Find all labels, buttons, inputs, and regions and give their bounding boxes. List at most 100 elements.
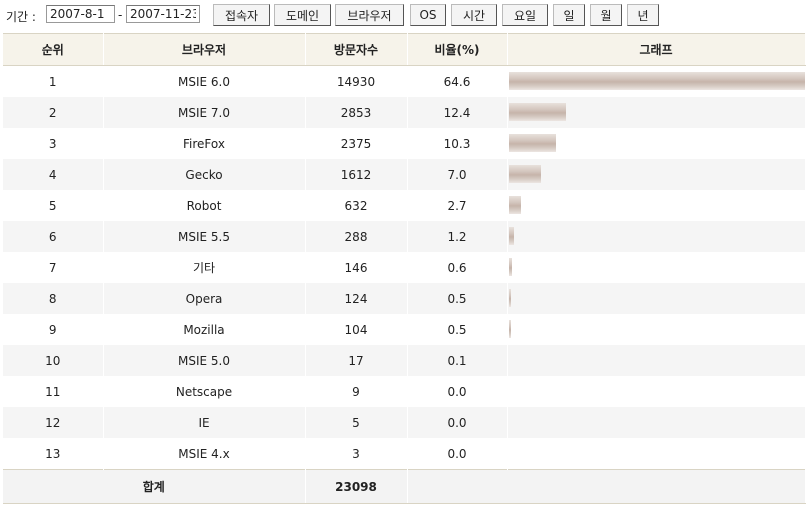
visitors-cell: 2853 [305, 97, 408, 128]
graph-cell [507, 97, 806, 128]
graph-cell [507, 407, 806, 438]
browser-cell: FireFox [103, 128, 306, 159]
rank-cell: 13 [3, 438, 104, 470]
browser-cell: MSIE 7.0 [103, 97, 306, 128]
domain-button[interactable]: 도메인 [274, 4, 331, 26]
table-row: 5 Robot 632 2.7 [3, 190, 806, 221]
browser-header: 브라우저 [103, 33, 306, 66]
rank-cell: 11 [3, 376, 104, 407]
date-separator: - [118, 8, 123, 22]
ratio-cell: 0.0 [407, 376, 508, 407]
visitors-header: 방문자수 [305, 33, 408, 66]
rank-cell: 1 [3, 65, 104, 97]
table-row: 12 IE 5 0.0 [3, 407, 806, 438]
browser-cell: Mozilla [103, 314, 306, 345]
time-button[interactable]: 시간 [451, 4, 497, 26]
browser-cell: IE [103, 407, 306, 438]
graph-cell [507, 65, 806, 97]
rank-cell: 3 [3, 128, 104, 159]
ratio-bar [508, 227, 514, 245]
ratio-bar [508, 72, 805, 90]
year-button[interactable]: 년 [627, 4, 659, 26]
ratio-header: 비율(%) [407, 33, 508, 66]
graph-cell [507, 221, 806, 252]
rank-cell: 10 [3, 345, 104, 376]
ratio-cell: 0.1 [407, 345, 508, 376]
browser-cell: Netscape [103, 376, 306, 407]
rank-cell: 6 [3, 221, 104, 252]
total-label: 합계 [3, 469, 306, 504]
day-button[interactable]: 일 [553, 4, 585, 26]
graph-cell [507, 438, 806, 470]
browser-cell: Gecko [103, 159, 306, 190]
visitors-cell: 3 [305, 438, 408, 470]
table-row: 3 FireFox 2375 10.3 [3, 128, 806, 159]
rank-cell: 12 [3, 407, 104, 438]
browser-cell: MSIE 4.x [103, 438, 306, 470]
table-row: 7 기타 146 0.6 [3, 252, 806, 283]
ratio-cell: 0.5 [407, 283, 508, 314]
ratio-cell: 0.0 [407, 438, 508, 470]
table-row: 10 MSIE 5.0 17 0.1 [3, 345, 806, 376]
graph-cell [507, 159, 806, 190]
browser-stats-table: 순위 브라우저 방문자수 비율(%) 그래프 1 MSIE 6.0 14930 64.… [3, 33, 806, 504]
table-row: 11 Netscape 9 0.0 [3, 376, 806, 407]
os-button[interactable]: OS [410, 4, 446, 26]
ratio-cell: 12.4 [407, 97, 508, 128]
total-row: 합계 23098 [3, 469, 806, 504]
ratio-cell: 0.0 [407, 407, 508, 438]
graph-header: 그래프 [507, 33, 806, 66]
ratio-cell: 10.3 [407, 128, 508, 159]
graph-cell [507, 190, 806, 221]
table-row: 4 Gecko 1612 7.0 [3, 159, 806, 190]
browser-cell: Robot [103, 190, 306, 221]
rank-cell: 9 [3, 314, 104, 345]
ratio-cell: 64.6 [407, 65, 508, 97]
visitors-cell: 5 [305, 407, 408, 438]
period-label: 기간 : [6, 10, 36, 24]
ratio-bar [508, 134, 556, 152]
ratio-bar [508, 165, 541, 183]
visitors-cell: 288 [305, 221, 408, 252]
graph-cell [507, 128, 806, 159]
rank-cell: 2 [3, 97, 104, 128]
visitors-cell: 104 [305, 314, 408, 345]
ratio-cell: 0.6 [407, 252, 508, 283]
browser-cell: Opera [103, 283, 306, 314]
ratio-cell: 0.5 [407, 314, 508, 345]
filter-toolbar: 기간 : - 접속자 도메인 브라우저 OS 시간 요일 일 월 년 [0, 0, 810, 32]
browser-cell: MSIE 5.5 [103, 221, 306, 252]
weekday-button[interactable]: 요일 [502, 4, 548, 26]
ratio-bar [508, 196, 521, 214]
graph-cell [507, 314, 806, 345]
visitors-cell: 632 [305, 190, 408, 221]
graph-cell [507, 376, 806, 407]
ratio-bar [508, 320, 511, 338]
ratio-bar [508, 289, 511, 307]
table-row: 1 MSIE 6.0 14930 64.6 [3, 65, 806, 97]
month-button[interactable]: 월 [590, 4, 622, 26]
browser-cell: MSIE 5.0 [103, 345, 306, 376]
ratio-bar [508, 103, 566, 121]
total-empty [407, 469, 806, 504]
end-date-input[interactable] [126, 5, 200, 23]
graph-cell [507, 252, 806, 283]
table-row: 8 Opera 124 0.5 [3, 283, 806, 314]
ratio-cell: 7.0 [407, 159, 508, 190]
start-date-input[interactable] [46, 5, 115, 23]
graph-cell [507, 345, 806, 376]
browser-button[interactable]: 브라우저 [335, 4, 404, 26]
browser-cell: MSIE 6.0 [103, 65, 306, 97]
rank-cell: 7 [3, 252, 104, 283]
visitors-cell: 9 [305, 376, 408, 407]
browser-cell: 기타 [103, 252, 306, 283]
ratio-cell: 2.7 [407, 190, 508, 221]
table-row: 6 MSIE 5.5 288 1.2 [3, 221, 806, 252]
visitors-cell: 124 [305, 283, 408, 314]
visitor-button[interactable]: 접속자 [213, 4, 270, 26]
table-header-row: 순위 브라우저 방문자수 비율(%) 그래프 [3, 33, 806, 66]
rank-header: 순위 [3, 33, 104, 66]
ratio-bar [508, 258, 512, 276]
visitors-cell: 146 [305, 252, 408, 283]
ratio-cell: 1.2 [407, 221, 508, 252]
